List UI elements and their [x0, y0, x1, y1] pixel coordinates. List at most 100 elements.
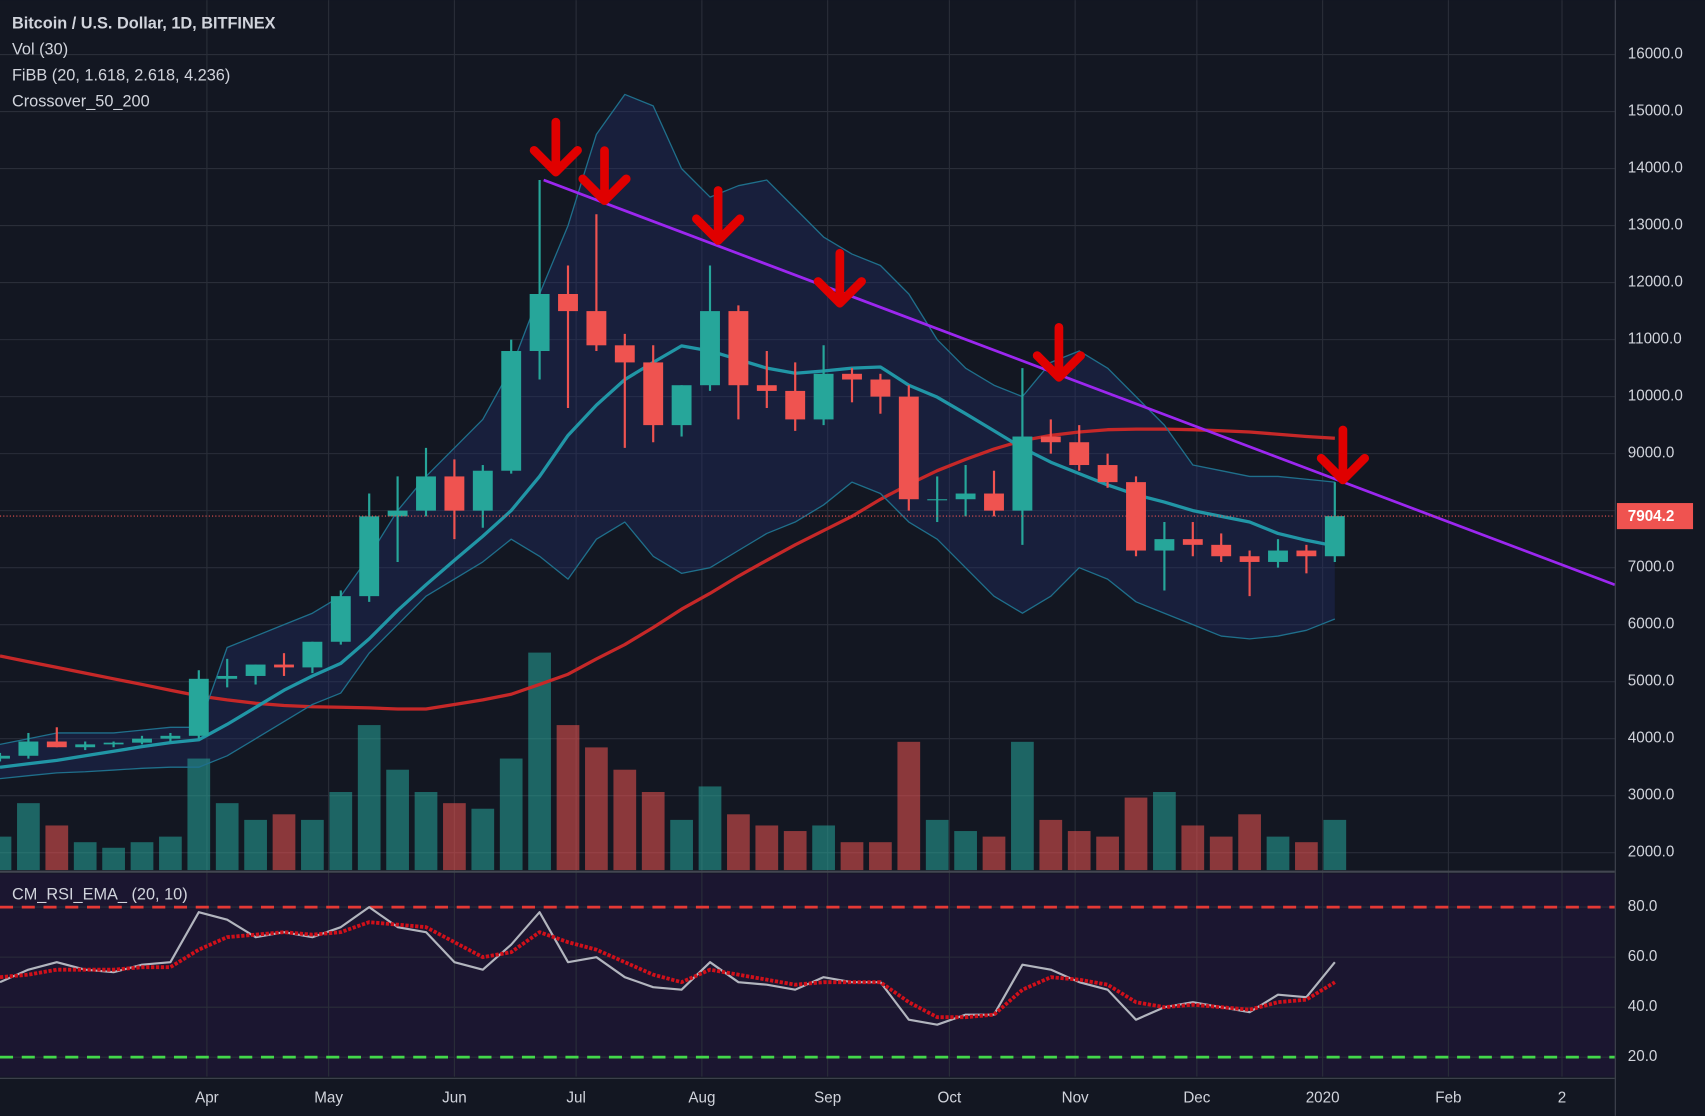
candle-body: [1239, 556, 1260, 562]
candle-body: [700, 311, 720, 386]
volume-bar: [1067, 831, 1091, 871]
last-price-label: 7904.2: [1628, 508, 1675, 525]
y-tick-label: 12000.0: [1628, 274, 1683, 291]
last-price-box: [1616, 503, 1694, 530]
candle-body: [529, 294, 550, 352]
candle-body: [160, 735, 181, 739]
candle-body: [75, 744, 96, 748]
legend-item: Crossover_50_200: [12, 93, 150, 111]
volume-bar: [159, 836, 182, 871]
rsi-pane: [0, 873, 1615, 1077]
volume-bar: [641, 792, 665, 871]
volume-bar: [556, 725, 580, 871]
volume-bar: [783, 831, 807, 871]
y-tick-label: 10000.0: [1628, 388, 1683, 405]
x-tick-label: Sep: [814, 1089, 841, 1106]
volume-bar: [982, 836, 1006, 871]
y-tick-label: 9000.0: [1628, 445, 1675, 462]
y-tick-label: 13000.0: [1628, 217, 1683, 234]
candle-body: [1040, 436, 1061, 443]
volume-bar: [1295, 842, 1318, 871]
candle-body: [813, 373, 834, 420]
candle-body: [1012, 436, 1033, 511]
candle-body: [188, 678, 209, 736]
volume-bar: [215, 803, 239, 871]
volume-bar: [499, 758, 523, 871]
volume-bar: [528, 652, 551, 871]
volume-bar: [698, 786, 722, 871]
candle-body: [1211, 544, 1232, 557]
volume-bar: [0, 836, 12, 871]
volume-bar: [414, 792, 438, 871]
plot: [0, 93, 1616, 1059]
candle-body: [416, 476, 436, 511]
x-tick-label: Oct: [938, 1089, 962, 1106]
volume-bar: [73, 842, 97, 871]
volume-bar: [1266, 836, 1290, 871]
x-tick-label: Nov: [1062, 1089, 1089, 1106]
x-tick-label: Apr: [195, 1089, 219, 1106]
candle-body: [558, 294, 578, 312]
arrow-marker: [529, 117, 582, 177]
candle-body: [586, 311, 607, 346]
candle-body: [785, 390, 806, 420]
volume-bar: [443, 803, 466, 871]
arrow-marker: [1316, 425, 1370, 485]
rsi-title: CM_RSI_EMA_ (20, 10): [12, 885, 188, 903]
arrow-marker: [1032, 322, 1086, 382]
x-tick-label: Dec: [1183, 1089, 1210, 1106]
moving-average: [0, 344, 1336, 769]
y-tick-label: 14000.0: [1628, 160, 1683, 177]
volume-bar: [755, 825, 779, 871]
volume-bar: [1039, 819, 1063, 871]
legend-item: Vol (30): [12, 41, 68, 59]
candle-body: [330, 596, 351, 642]
volume-bar: [357, 725, 381, 871]
volume-bar: [812, 825, 835, 871]
volume-bar: [17, 803, 40, 871]
volume-bar: [897, 741, 921, 871]
arrow-marker: [813, 248, 866, 308]
candle-body: [132, 738, 152, 743]
rsi-ema-line: [0, 920, 1336, 1020]
y-tick-label: 16000.0: [1628, 46, 1683, 63]
y-tick-label: 4000.0: [1628, 730, 1675, 747]
rsi-line: [0, 906, 1336, 1026]
volume-bar: [244, 819, 267, 871]
volume-bar: [1011, 741, 1034, 871]
candle-body: [671, 385, 692, 426]
y-tick-label: 40.0: [1628, 998, 1658, 1015]
moving-average: [0, 427, 1335, 711]
candle-body: [1069, 442, 1090, 466]
candle-body: [898, 396, 919, 500]
y-tick-label: 11000.0: [1628, 331, 1682, 348]
candle-body: [984, 493, 1004, 511]
volume-bar: [386, 769, 409, 871]
volume-bar: [1124, 797, 1148, 871]
band-line: [0, 93, 1335, 746]
arrow-marker: [692, 186, 745, 245]
volume-bar: [102, 847, 125, 871]
candle-body: [245, 664, 266, 676]
volume-bar: [272, 814, 296, 871]
candle-body: [472, 470, 493, 511]
candle-body: [1296, 550, 1317, 557]
axes: 2000.03000.04000.05000.06000.07000.08000…: [195, 46, 1694, 1106]
volume-bar: [670, 819, 693, 871]
candle-body: [1324, 516, 1345, 557]
candle-body: [955, 493, 976, 500]
volume-bar: [1209, 836, 1233, 871]
y-tick-label: 7000.0: [1628, 559, 1675, 576]
candle-body: [18, 741, 39, 756]
volume-bar: [471, 808, 495, 871]
symbol-title: Bitcoin / U.S. Dollar, 1D, BITFINEX: [12, 14, 276, 32]
candle-body: [1268, 550, 1288, 562]
candle-body: [501, 351, 522, 471]
trendline: [543, 178, 1616, 587]
x-tick-label: Jul: [566, 1089, 585, 1106]
candle-body: [444, 476, 465, 511]
volume-bar: [869, 842, 892, 871]
candle-body: [1097, 465, 1118, 483]
